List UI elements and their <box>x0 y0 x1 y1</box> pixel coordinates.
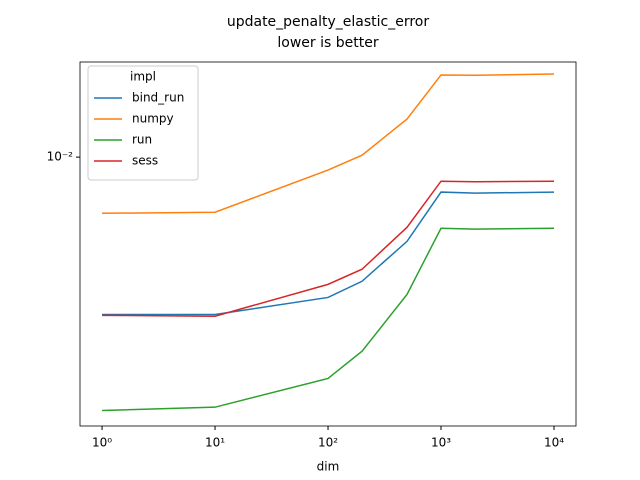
x-tick-label: 10⁰ <box>92 436 112 450</box>
legend-label: bind_run <box>132 91 184 105</box>
legend-label: run <box>132 133 152 147</box>
x-tick-label: 10⁴ <box>544 436 564 450</box>
legend-title: impl <box>130 70 156 84</box>
chart-title: update_penalty_elastic_error <box>227 14 430 30</box>
x-tick-label: 10² <box>318 436 338 450</box>
x-axis-label: dim <box>317 460 340 474</box>
legend-label: sess <box>132 154 158 168</box>
legend-label: numpy <box>132 112 174 126</box>
series-line <box>102 180 554 317</box>
legend-box <box>87 65 199 181</box>
chart-subtitle: lower is better <box>277 35 378 51</box>
y-tick-label: 10⁻² <box>47 150 74 164</box>
x-tick-label: 10¹ <box>205 436 225 450</box>
series-line <box>102 227 554 412</box>
series-line <box>102 73 555 215</box>
plot-frame <box>79 61 577 427</box>
x-tick-label: 10³ <box>431 436 451 450</box>
